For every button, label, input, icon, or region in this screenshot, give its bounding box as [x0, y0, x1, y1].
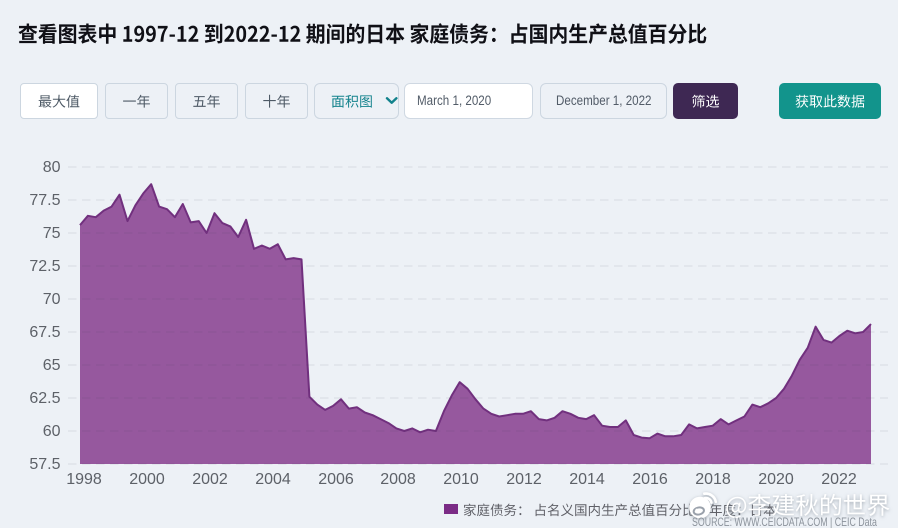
svg-text:70: 70 [43, 291, 61, 308]
svg-text:67.5: 67.5 [29, 324, 60, 341]
svg-text:75: 75 [43, 225, 61, 242]
svg-text:80: 80 [43, 159, 61, 176]
svg-text:2014: 2014 [569, 471, 605, 488]
svg-text:SOURCE: WWW.CEICDATA.COM | CEI: SOURCE: WWW.CEICDATA.COM | CEIC Data [692, 517, 877, 528]
svg-text:2002: 2002 [192, 471, 228, 488]
svg-text:2006: 2006 [318, 471, 354, 488]
svg-text:2000: 2000 [129, 471, 165, 488]
svg-text:2018: 2018 [695, 471, 731, 488]
svg-text:57.5: 57.5 [29, 456, 60, 473]
svg-text:2004: 2004 [255, 471, 291, 488]
svg-text:2022: 2022 [821, 471, 857, 488]
svg-text:2016: 2016 [632, 471, 668, 488]
svg-text:72.5: 72.5 [29, 258, 60, 275]
svg-text:2008: 2008 [380, 471, 416, 488]
svg-text:60: 60 [43, 423, 61, 440]
svg-text:2020: 2020 [758, 471, 794, 488]
svg-text:2010: 2010 [443, 471, 479, 488]
svg-text:62.5: 62.5 [29, 390, 60, 407]
svg-text:2012: 2012 [506, 471, 542, 488]
svg-text:65: 65 [43, 357, 61, 374]
svg-text:1998: 1998 [66, 471, 102, 488]
svg-text:77.5: 77.5 [29, 192, 60, 209]
